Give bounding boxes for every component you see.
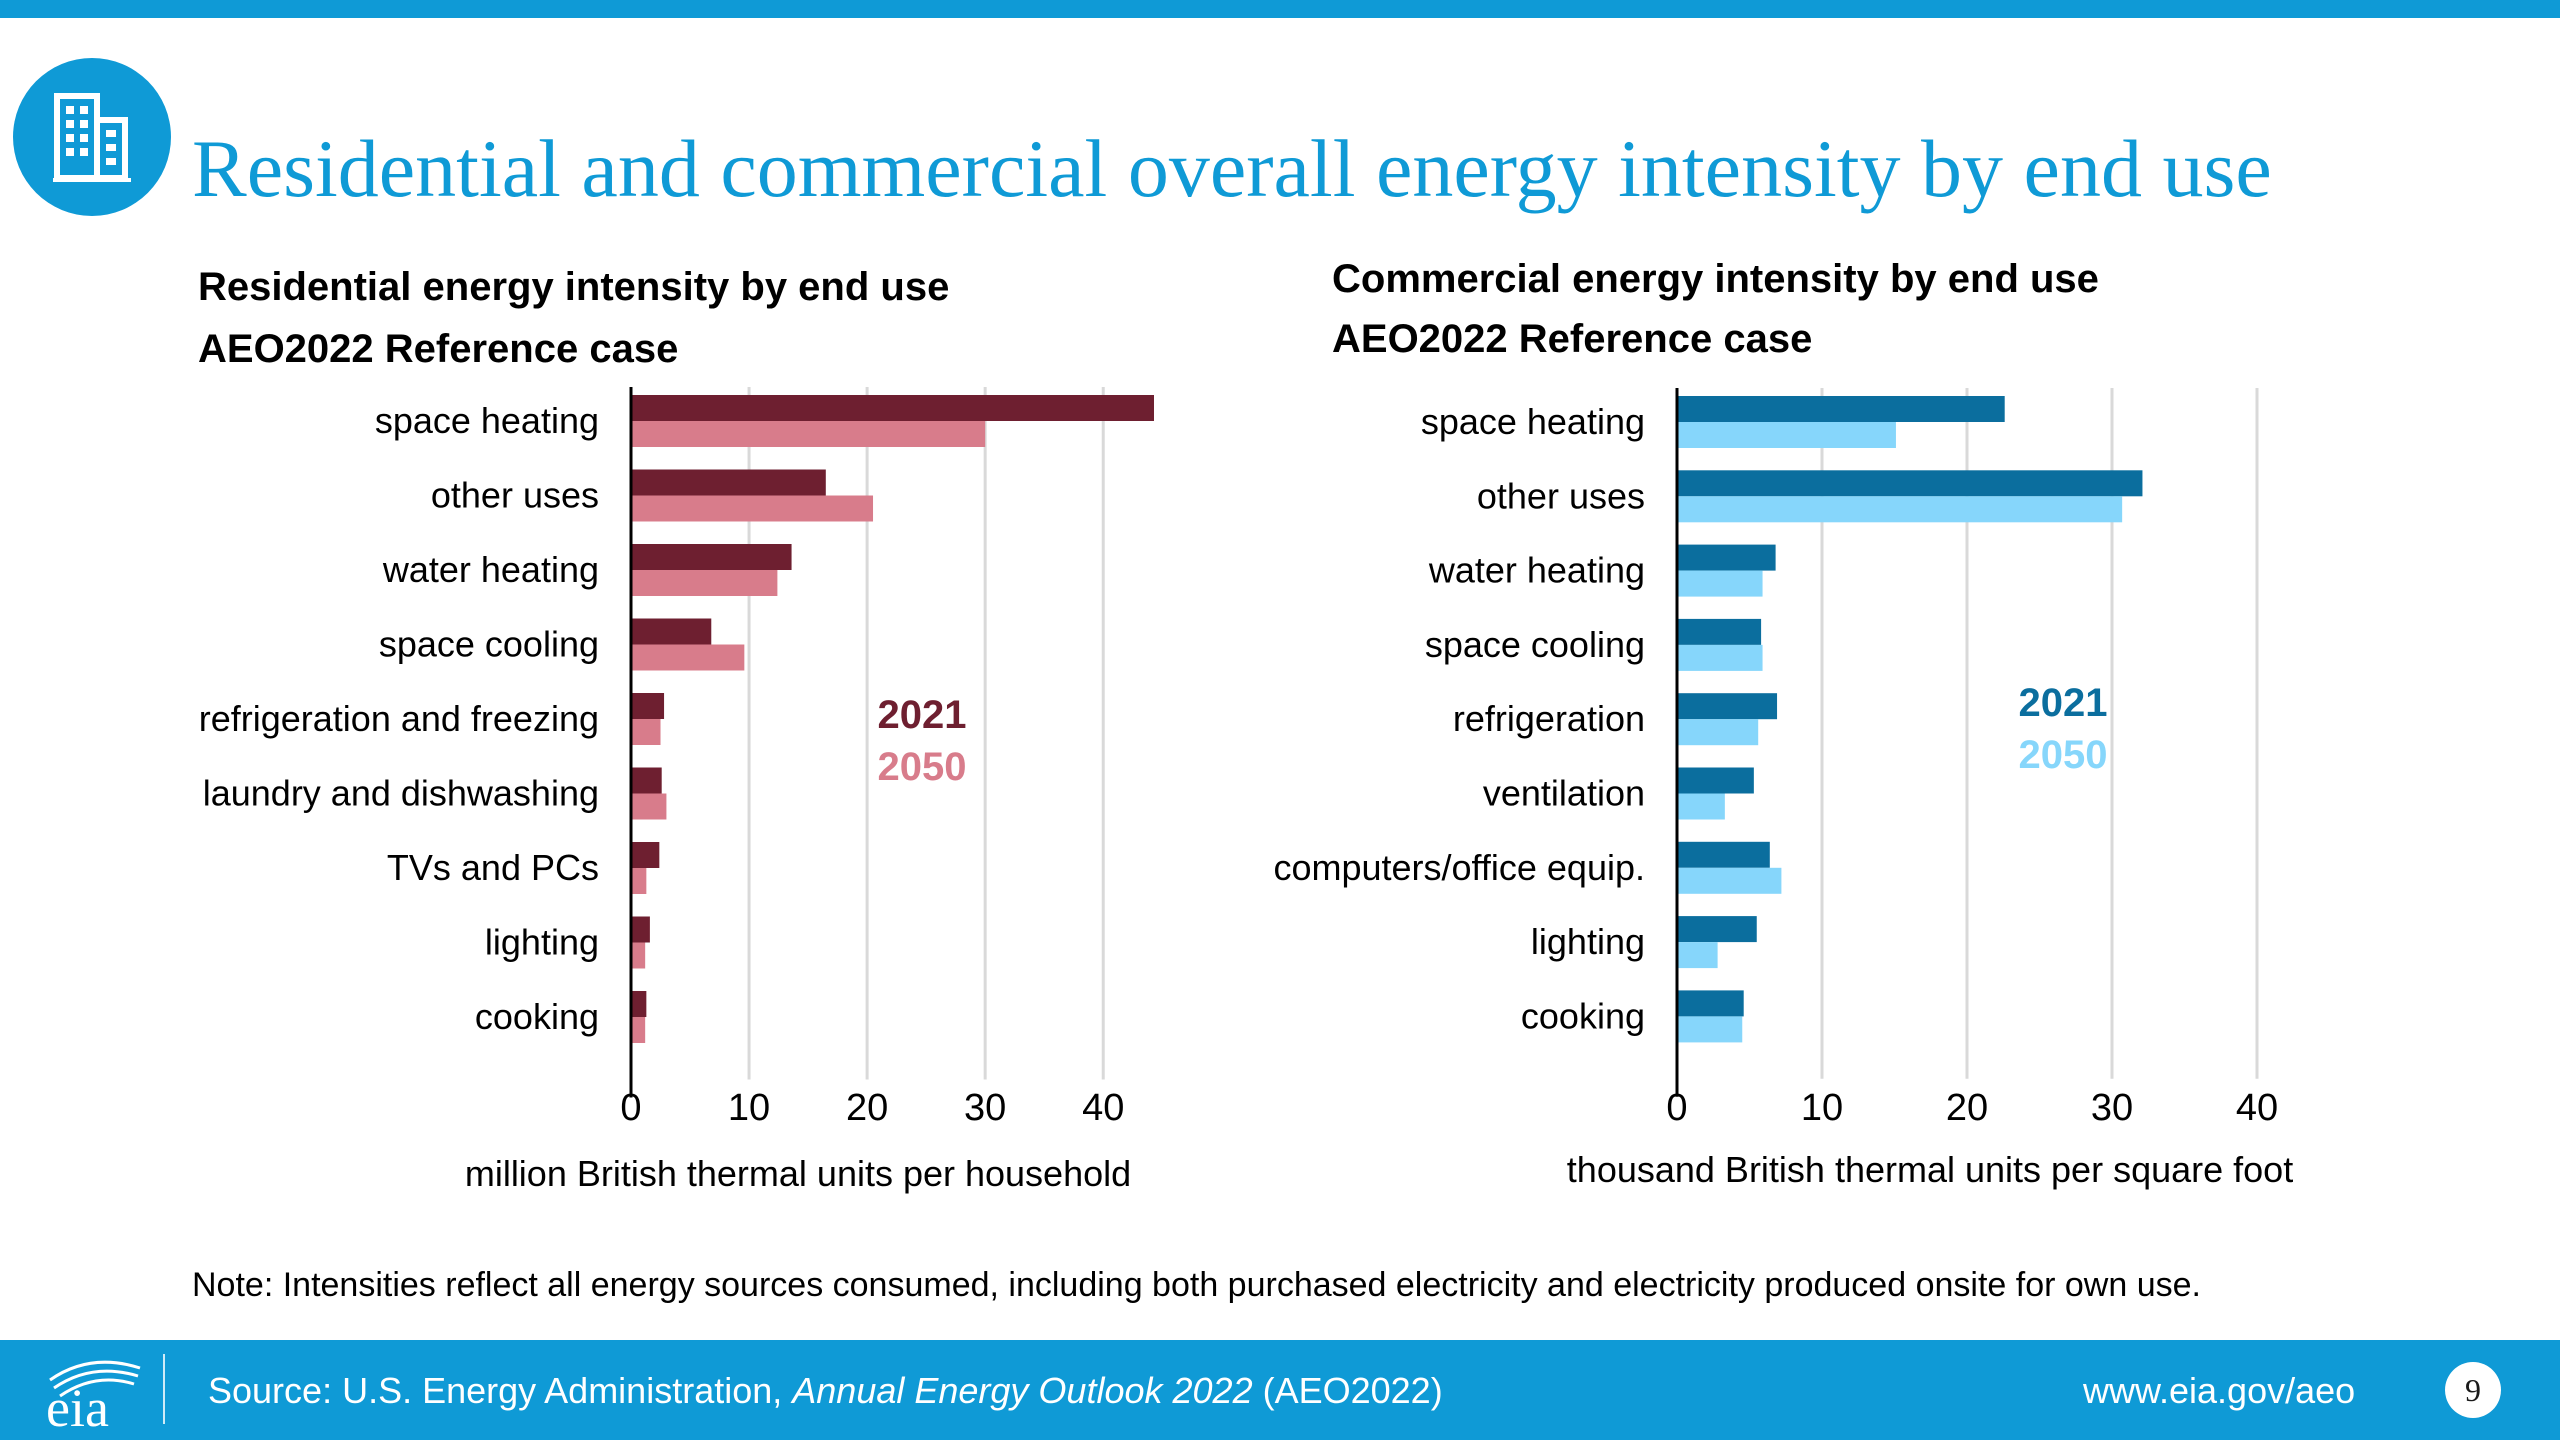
- source-citation: Source: U.S. Energy Administration, Annu…: [208, 1370, 1443, 1412]
- res-tick-label: 20: [846, 1087, 888, 1129]
- res-bar-2021: [631, 544, 792, 570]
- res-bar-2050: [631, 793, 667, 820]
- com-category-label: space cooling: [1425, 624, 1645, 665]
- com-bar-2021: [1677, 396, 2005, 422]
- res-bar-2021: [631, 395, 1154, 421]
- com-bar-2021: [1677, 693, 1778, 720]
- res-category-label: refrigeration and freezing: [199, 698, 599, 739]
- com-bar-2021: [1677, 470, 2143, 497]
- res-bar-2050: [631, 421, 986, 447]
- com-bar-2050: [1677, 422, 1896, 448]
- building-icon: [13, 58, 171, 216]
- com-chart-title-line-1: Commercial energy intensity by end use: [1332, 257, 2099, 301]
- res-legend-2021: 2021: [878, 693, 967, 737]
- com-category-label: cooking: [1521, 995, 1645, 1036]
- com-bar-2021: [1677, 544, 1776, 571]
- com-category-label: lighting: [1531, 921, 1645, 962]
- com-tick-label: 10: [1801, 1087, 1843, 1129]
- res-bar-2050: [631, 719, 661, 745]
- res-tick-label: 40: [1082, 1087, 1124, 1129]
- com-bar-2050: [1677, 1016, 1743, 1043]
- com-bar-2021: [1677, 767, 1754, 794]
- footer-url-link[interactable]: www.eia.gov/aeo: [2083, 1370, 2356, 1411]
- res-tick-label: 30: [964, 1087, 1006, 1129]
- com-bar-2050: [1677, 942, 1718, 969]
- com-tick-label: 30: [2091, 1087, 2133, 1129]
- res-bar-2021: [631, 916, 650, 943]
- res-category-label: water heating: [382, 549, 599, 590]
- com-category-label: refrigeration: [1453, 698, 1645, 739]
- res-bar-2021: [631, 767, 662, 794]
- res-tick-label: 10: [728, 1087, 770, 1129]
- res-category-label: cooking: [475, 996, 599, 1037]
- eia-logo-text: eia: [46, 1378, 109, 1430]
- source-prefix: Source: U.S. Energy Administration,: [208, 1370, 793, 1411]
- res-chart-title-line-2: AEO2022 Reference case: [198, 327, 678, 371]
- res-bar-2050: [631, 495, 874, 522]
- com-bar-2021: [1677, 841, 1770, 868]
- com-bar-2050: [1677, 496, 2123, 523]
- res-bar-2050: [631, 868, 647, 894]
- com-tick-label: 0: [1666, 1087, 1687, 1129]
- com-bar-2050: [1677, 644, 1763, 671]
- res-x-axis-label: million British thermal units per househ…: [465, 1153, 1131, 1194]
- res-bar-2050: [631, 942, 646, 969]
- com-tick-label: 40: [2236, 1087, 2278, 1129]
- com-legend-2021: 2021: [2019, 681, 2108, 725]
- res-bar-2021: [631, 693, 665, 719]
- footer-divider: [163, 1354, 165, 1424]
- com-bar-2050: [1677, 793, 1725, 820]
- res-category-label: space cooling: [379, 624, 599, 665]
- res-category-label: TVs and PCs: [387, 847, 599, 888]
- eia-logo-icon[interactable]: eia: [40, 1350, 150, 1438]
- chart-note: Note: Intensities reflect all energy sou…: [192, 1266, 2201, 1304]
- com-category-label: ventilation: [1483, 773, 1645, 814]
- res-bar-2050: [631, 1017, 646, 1043]
- com-bar-2050: [1677, 570, 1763, 597]
- res-bar-2050: [631, 644, 745, 671]
- top-accent-bar: [0, 0, 2560, 18]
- res-category-label: laundry and dishwashing: [203, 773, 599, 814]
- com-bar-2021: [1677, 916, 1757, 943]
- page-number: 9: [2445, 1362, 2501, 1418]
- com-bar-2021: [1677, 990, 1744, 1017]
- com-category-label: computers/office equip.: [1273, 847, 1645, 888]
- com-x-axis-label: thousand British thermal units per squar…: [1567, 1149, 2293, 1190]
- res-category-label: lighting: [485, 922, 599, 963]
- res-bar-2021: [631, 991, 647, 1017]
- source-suffix: (AEO2022): [1252, 1370, 1443, 1411]
- com-category-label: water heating: [1428, 550, 1645, 591]
- com-chart-title-line-2: AEO2022 Reference case: [1332, 317, 1812, 361]
- res-tick-label: 0: [620, 1087, 641, 1129]
- com-bar-2050: [1677, 867, 1782, 894]
- com-category-label: space heating: [1421, 401, 1645, 442]
- source-publication: Annual Energy Outlook 2022: [792, 1370, 1253, 1411]
- com-legend-2050: 2050: [2019, 733, 2108, 777]
- slide-title: Residential and commercial overall energ…: [192, 123, 2272, 214]
- res-bar-2021: [631, 842, 660, 868]
- res-bar-2021: [631, 469, 826, 496]
- res-bar-2021: [631, 618, 712, 645]
- footer-bar: eia Source: U.S. Energy Administration, …: [0, 1340, 2560, 1440]
- com-tick-label: 20: [1946, 1087, 1988, 1129]
- res-category-label: space heating: [375, 400, 599, 441]
- com-category-label: other uses: [1477, 475, 1645, 516]
- res-category-label: other uses: [431, 475, 599, 516]
- res-chart-title-line-1: Residential energy intensity by end use: [198, 265, 949, 309]
- res-legend-2050: 2050: [878, 745, 967, 789]
- res-bar-2050: [631, 570, 778, 596]
- com-bar-2021: [1677, 618, 1762, 645]
- com-bar-2050: [1677, 719, 1759, 746]
